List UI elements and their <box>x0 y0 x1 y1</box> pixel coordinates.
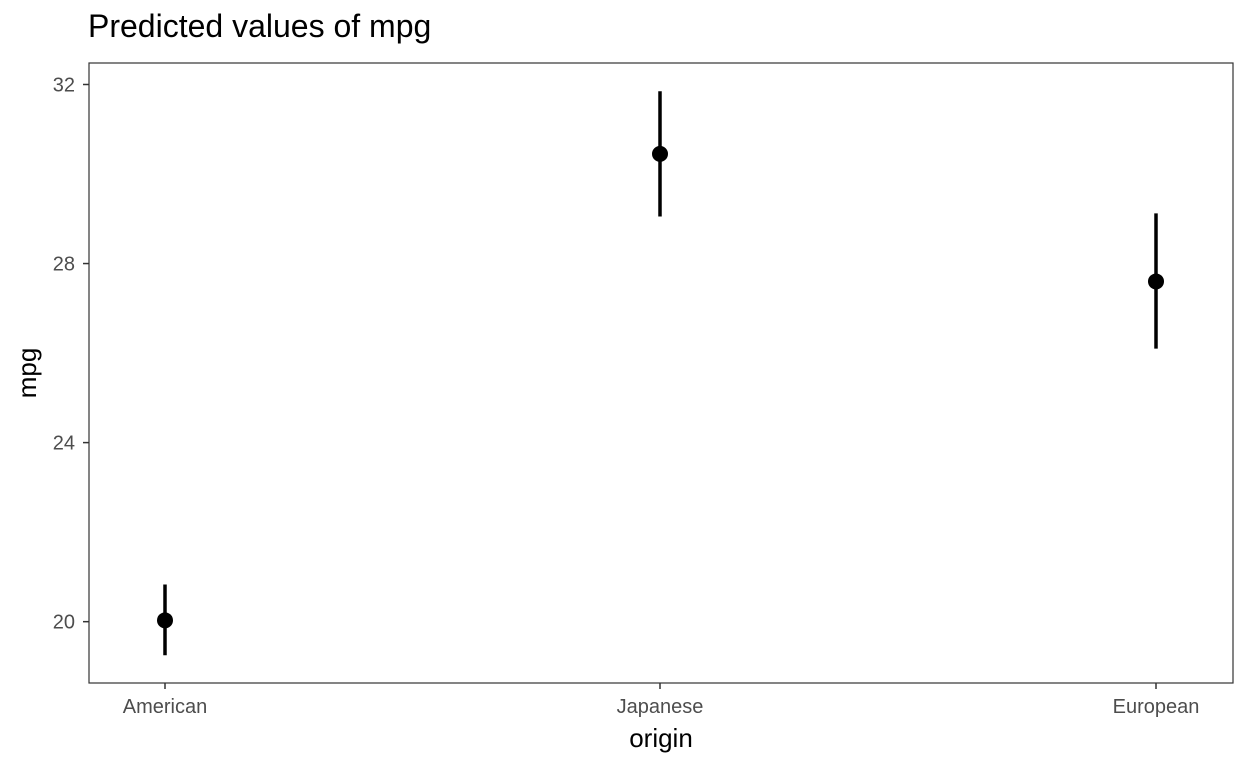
y-tick-label: 28 <box>53 254 75 276</box>
y-axis: 20 24 28 32 <box>53 74 89 634</box>
data-point <box>1148 273 1164 290</box>
plot-marks <box>157 91 1164 656</box>
y-tick-label: 32 <box>53 74 75 96</box>
y-axis-title: mpg <box>12 348 42 399</box>
x-tick-label: Japanese <box>617 696 704 718</box>
data-point <box>157 612 173 629</box>
x-tick-label: European <box>1113 696 1200 718</box>
y-tick-label: 24 <box>53 433 75 455</box>
x-tick-label: American <box>123 696 207 718</box>
x-axis: American Japanese European <box>123 683 1200 718</box>
y-tick-label: 20 <box>53 612 75 634</box>
data-point <box>652 145 668 162</box>
x-axis-title: origin <box>629 723 693 753</box>
plot-panel-border <box>88 62 1234 684</box>
chart-title: Predicted values of mpg <box>88 8 432 44</box>
